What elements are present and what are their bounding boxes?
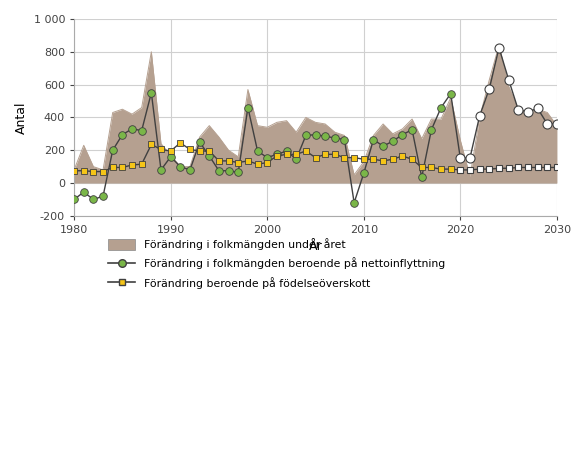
Y-axis label: Antal: Antal	[15, 101, 28, 134]
X-axis label: År: År	[309, 240, 322, 254]
Legend: Förändring i folkmängden under året, Förändring i folkmängden beroende på nettoi: Förändring i folkmängden under året, För…	[104, 234, 449, 293]
